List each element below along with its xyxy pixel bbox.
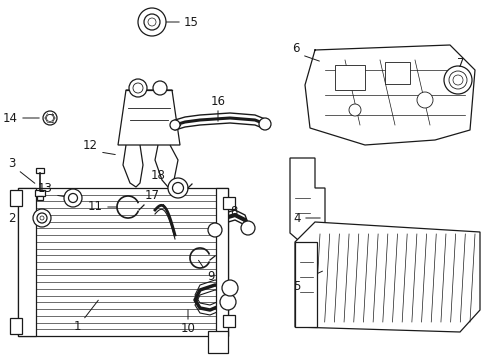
Circle shape	[33, 209, 51, 227]
Text: 1: 1	[73, 320, 81, 333]
Text: 3: 3	[9, 157, 16, 170]
Circle shape	[153, 81, 167, 95]
Circle shape	[133, 83, 142, 93]
Bar	[223, 197, 235, 209]
Bar	[18, 188, 36, 336]
Polygon shape	[289, 158, 325, 246]
Text: 2: 2	[8, 211, 16, 225]
Circle shape	[37, 213, 47, 223]
Circle shape	[170, 120, 180, 130]
Text: 11: 11	[88, 201, 103, 213]
Circle shape	[416, 92, 432, 108]
Circle shape	[448, 71, 466, 89]
Circle shape	[40, 216, 44, 220]
Text: 12: 12	[83, 139, 98, 152]
Circle shape	[220, 294, 236, 310]
Circle shape	[222, 280, 238, 296]
Circle shape	[64, 189, 82, 207]
Text: 6: 6	[292, 42, 299, 55]
Circle shape	[443, 66, 471, 94]
Circle shape	[138, 8, 165, 36]
Circle shape	[46, 114, 53, 122]
Text: 15: 15	[183, 15, 199, 28]
Text: 18: 18	[151, 169, 165, 182]
Bar	[36, 168, 44, 173]
Text: 9: 9	[206, 270, 214, 283]
Polygon shape	[294, 222, 479, 332]
Bar	[223, 315, 235, 327]
Bar	[37, 196, 43, 200]
Circle shape	[148, 18, 156, 26]
Polygon shape	[118, 90, 180, 145]
Bar	[10, 190, 22, 206]
Circle shape	[241, 221, 254, 235]
Circle shape	[129, 79, 147, 97]
Bar	[216, 188, 227, 336]
Bar	[35, 190, 45, 196]
Text: 10: 10	[180, 322, 195, 335]
Text: 7: 7	[456, 57, 464, 70]
Circle shape	[207, 223, 222, 237]
Circle shape	[168, 178, 187, 198]
Text: 8: 8	[229, 205, 237, 218]
Polygon shape	[294, 222, 479, 332]
Bar	[10, 318, 22, 334]
Circle shape	[259, 118, 270, 130]
Circle shape	[348, 104, 360, 116]
Circle shape	[68, 194, 77, 202]
Bar	[294, 242, 316, 327]
Bar	[207, 331, 227, 353]
Bar	[384, 62, 409, 84]
Circle shape	[172, 183, 183, 194]
Circle shape	[43, 111, 57, 125]
Text: 16: 16	[210, 95, 225, 108]
Text: 13: 13	[38, 182, 53, 195]
Text: 4: 4	[293, 211, 301, 225]
Circle shape	[143, 14, 160, 30]
Bar	[334, 65, 364, 90]
Text: 14: 14	[3, 112, 18, 125]
Text: 5: 5	[293, 280, 301, 293]
Text: 17: 17	[145, 189, 160, 202]
Bar	[18, 188, 227, 336]
Circle shape	[452, 75, 462, 85]
Polygon shape	[305, 45, 474, 145]
